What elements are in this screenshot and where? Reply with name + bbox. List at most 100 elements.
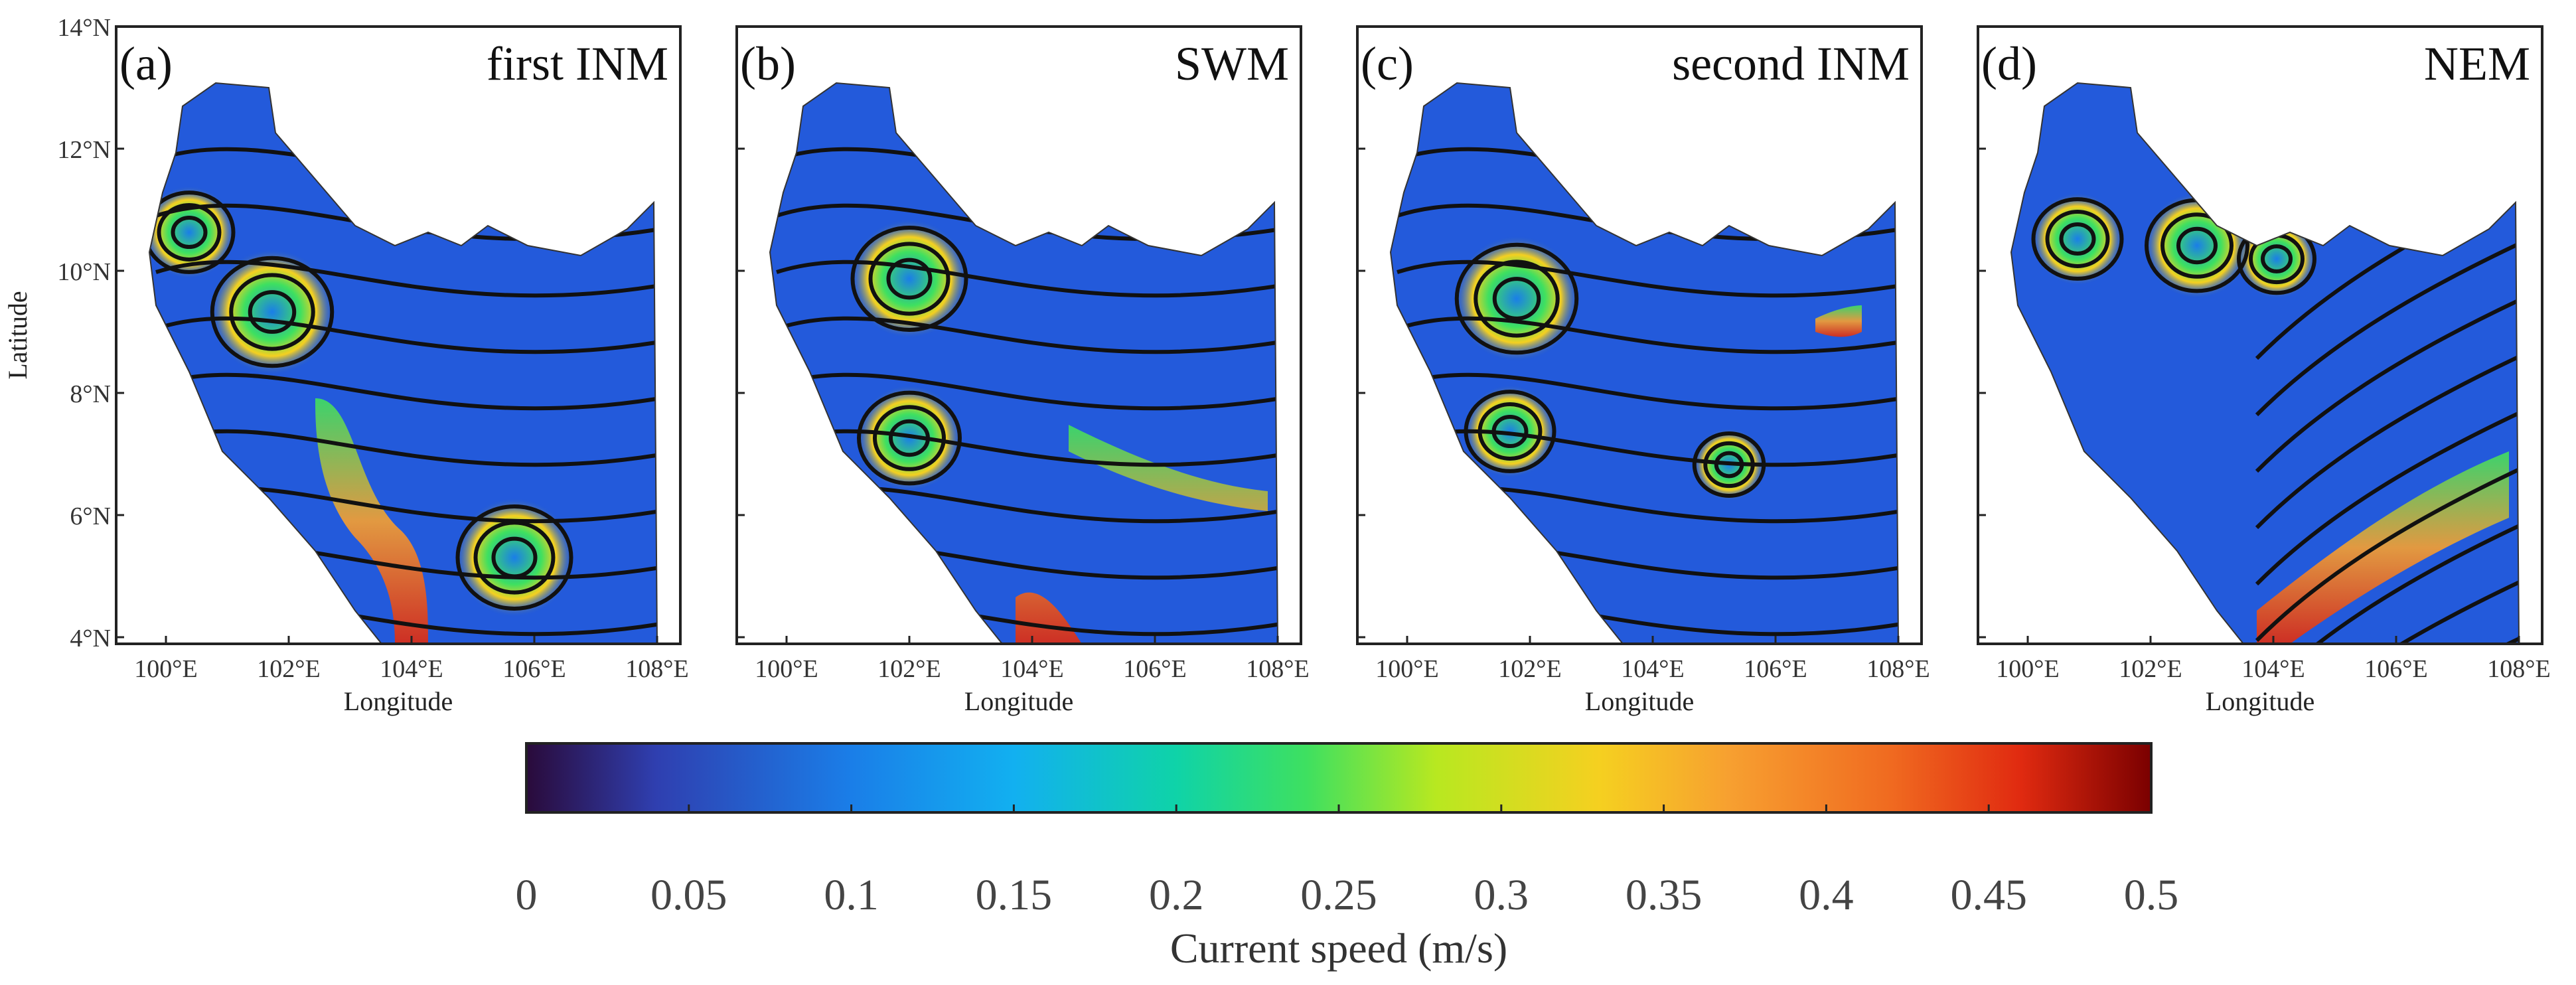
panel-letter: (c) [1361,37,1414,90]
panel-frame [1356,25,1923,645]
panel-frame [735,25,1302,645]
streamline [776,372,1278,411]
streamlines [149,147,657,637]
eddy-streamline [850,226,968,332]
colorbar-tick-label: 0.2 [1149,871,1204,919]
eddy-highlight [455,498,574,617]
xtick-108e: 108°E [1246,655,1309,683]
ytick-8n: 8°N [70,380,111,408]
eddy-highlight [1464,385,1556,478]
eddy-streamline [171,215,208,250]
eddy-streamline [2261,244,2293,273]
xtick-108e: 108°E [2487,655,2550,683]
colorbar-tick-label: 0 [516,871,538,919]
panel-second-inm: (c) second INM 100°E 102°E 104°E 106°E 108°E Lo… [1356,25,1930,716]
eddy-streamline [857,390,962,486]
panel-first-inm: (a) first INM 100°E 102°E 104°E 106°E 108°E Lon… [3,14,689,716]
xtick-100e: 100°E [134,655,197,683]
panel-letter: (d) [1981,37,2037,90]
streamline [155,260,657,298]
xtick-108e: 108°E [1866,655,1930,683]
xtick-100e: 100°E [1375,655,1438,683]
ytick-4n: 4°N [70,625,111,652]
streamline [155,316,657,354]
eddy-streamline [2059,222,2096,256]
xtick-102e: 102°E [2119,655,2182,683]
current-jet [1815,305,1862,337]
streamline [2255,240,2519,417]
eddy-streamline [2160,212,2234,279]
eddy-streamline [1474,260,1560,338]
eddy-streamline [149,190,236,274]
colorbar-tick-label: 0.15 [976,871,1053,919]
colorbar-tick-label: 0.3 [1474,871,1529,919]
eddy-streamline [157,203,222,262]
streamline [2255,297,2519,473]
xtick-104e: 104°E [1000,655,1063,683]
eddy-highlight [209,249,335,375]
eddy-streamline [455,504,573,611]
xtick-106e: 106°E [2364,655,2427,683]
eddy-streamline [229,273,315,351]
streamline [2255,353,2519,530]
streamline [776,260,1278,298]
panel-title: NEM [2424,37,2530,90]
eddy-streamline [2031,197,2124,281]
xtick-106e: 106°E [1744,655,1807,683]
panel-nem: (d) NEM 100°E 102°E 104°E 106°E 108°E Longitude [1977,25,2551,716]
eddy-streamline [1492,277,1541,321]
xtick-106e: 106°E [1123,655,1186,683]
streamline [1397,372,1898,411]
x-axis-label: Longitude [1585,686,1694,716]
streamline [2255,466,2519,643]
colorbar-tick-label: 0.05 [650,871,727,919]
streamline [1397,260,1898,298]
colorbar-tick-label: 0.4 [1799,871,1854,919]
y-axis-label: Latitude [3,291,33,379]
x-axis-label: Longitude [2206,686,2314,716]
eddy-highlight [850,219,969,339]
streamline [2255,410,2519,586]
xtick-104e: 104°E [1621,655,1684,683]
xtick-104e: 104°E [380,655,443,683]
colorbar-tick-label: 0.25 [1300,871,1377,919]
colorbar-tick-label: 0.35 [1626,871,1703,919]
ytick-14n: 14°N [57,14,111,42]
current-jet [1016,425,1268,644]
panel-title: second INM [1672,37,1910,90]
eddy-streamline [873,405,946,471]
x-axis-label: Longitude [964,686,1073,716]
xtick-100e: 100°E [1996,655,2059,683]
xtick-102e: 102°E [257,655,320,683]
xtick-106e: 106°E [502,655,566,683]
eddy-streamline [210,256,335,368]
ytick-6n: 6°N [70,502,111,530]
ytick-12n: 12°N [57,136,111,164]
eddy-streamline [2045,210,2110,268]
panel-swm: (b) SWM 100°E 102°E 104°E 106°E 108°E Longitude [735,25,1310,716]
ytick-10n: 10°N [57,258,111,286]
colorbar: 0 0.05 0.1 0.15 0.2 0.25 0.3 0.35 0.4 0.45 0.5 Cur… [516,742,2179,972]
x-axis-label: Longitude [344,686,453,716]
streamline [155,372,657,411]
panel-frame [1977,25,2543,645]
streamline [776,316,1278,354]
eddy-streamline [868,242,950,316]
eddy-highlight [149,186,236,279]
streamline [1397,316,1898,354]
xtick-102e: 102°E [1498,655,1561,683]
streamline [2255,579,2519,644]
eddy-highlight [2031,192,2124,285]
xtick-100e: 100°E [755,655,818,683]
current-jet [2257,451,2509,644]
eddy-streamline [1454,242,1579,355]
panel-letter: (b) [740,37,796,90]
eddy-streamline [2176,226,2218,265]
panel-title: SWM [1175,37,1289,90]
eddy-highlight [1454,236,1580,362]
xtick-102e: 102°E [877,655,941,683]
xtick-108e: 108°E [625,655,688,683]
colorbar-tick-label: 0.5 [2124,871,2179,919]
colorbar-gradient [525,742,2153,814]
